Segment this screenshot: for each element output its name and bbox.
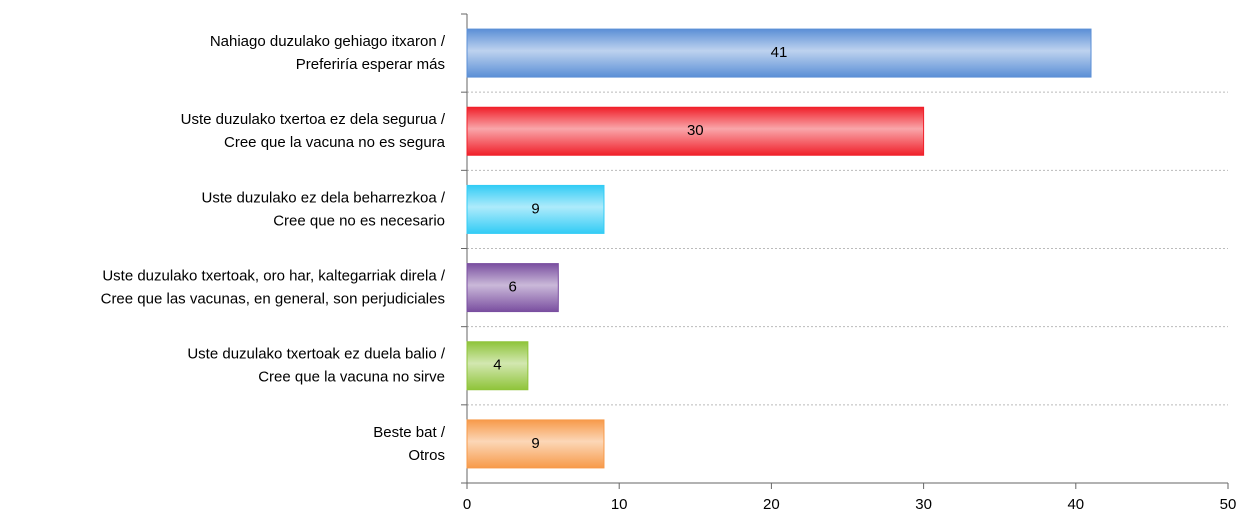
category-label: Beste bat / [373, 424, 446, 441]
category-label: Preferiría esperar más [296, 56, 445, 73]
data-label: 9 [531, 435, 539, 452]
category-label: Uste duzulako txertoak ez duela balio / [187, 346, 445, 363]
x-tick-label: 30 [915, 496, 932, 512]
data-label: 41 [771, 44, 788, 61]
data-label: 4 [493, 357, 501, 374]
x-tick-label: 10 [611, 496, 628, 512]
bar [466, 28, 1092, 78]
bar [466, 184, 605, 234]
data-label: 30 [687, 122, 704, 139]
x-tick-label: 40 [1067, 496, 1084, 512]
x-tick-label: 50 [1220, 496, 1237, 512]
category-label: Cree que las vacunas, en general, son pe… [101, 291, 445, 308]
category-label: Cree que la vacuna no sirve [258, 369, 445, 386]
data-label: 9 [531, 200, 539, 217]
x-tick-label: 0 [463, 496, 471, 512]
bar [466, 106, 925, 156]
x-tick-label: 20 [763, 496, 780, 512]
category-label: Uste duzulako txertoak, oro har, kaltega… [102, 268, 446, 285]
category-label: Uste duzulako ez dela beharrezkoa / [202, 189, 446, 206]
category-label: Uste duzulako txertoa ez dela segurua / [181, 111, 446, 128]
bar [466, 341, 529, 391]
bar [466, 419, 605, 469]
category-label: Otros [408, 447, 445, 464]
category-label: Cree que no es necesario [273, 212, 445, 229]
bar [466, 263, 559, 313]
category-label: Nahiago duzulako gehiago itxaron / [210, 33, 446, 50]
category-label: Cree que la vacuna no es segura [224, 134, 446, 151]
data-label: 6 [508, 279, 516, 296]
